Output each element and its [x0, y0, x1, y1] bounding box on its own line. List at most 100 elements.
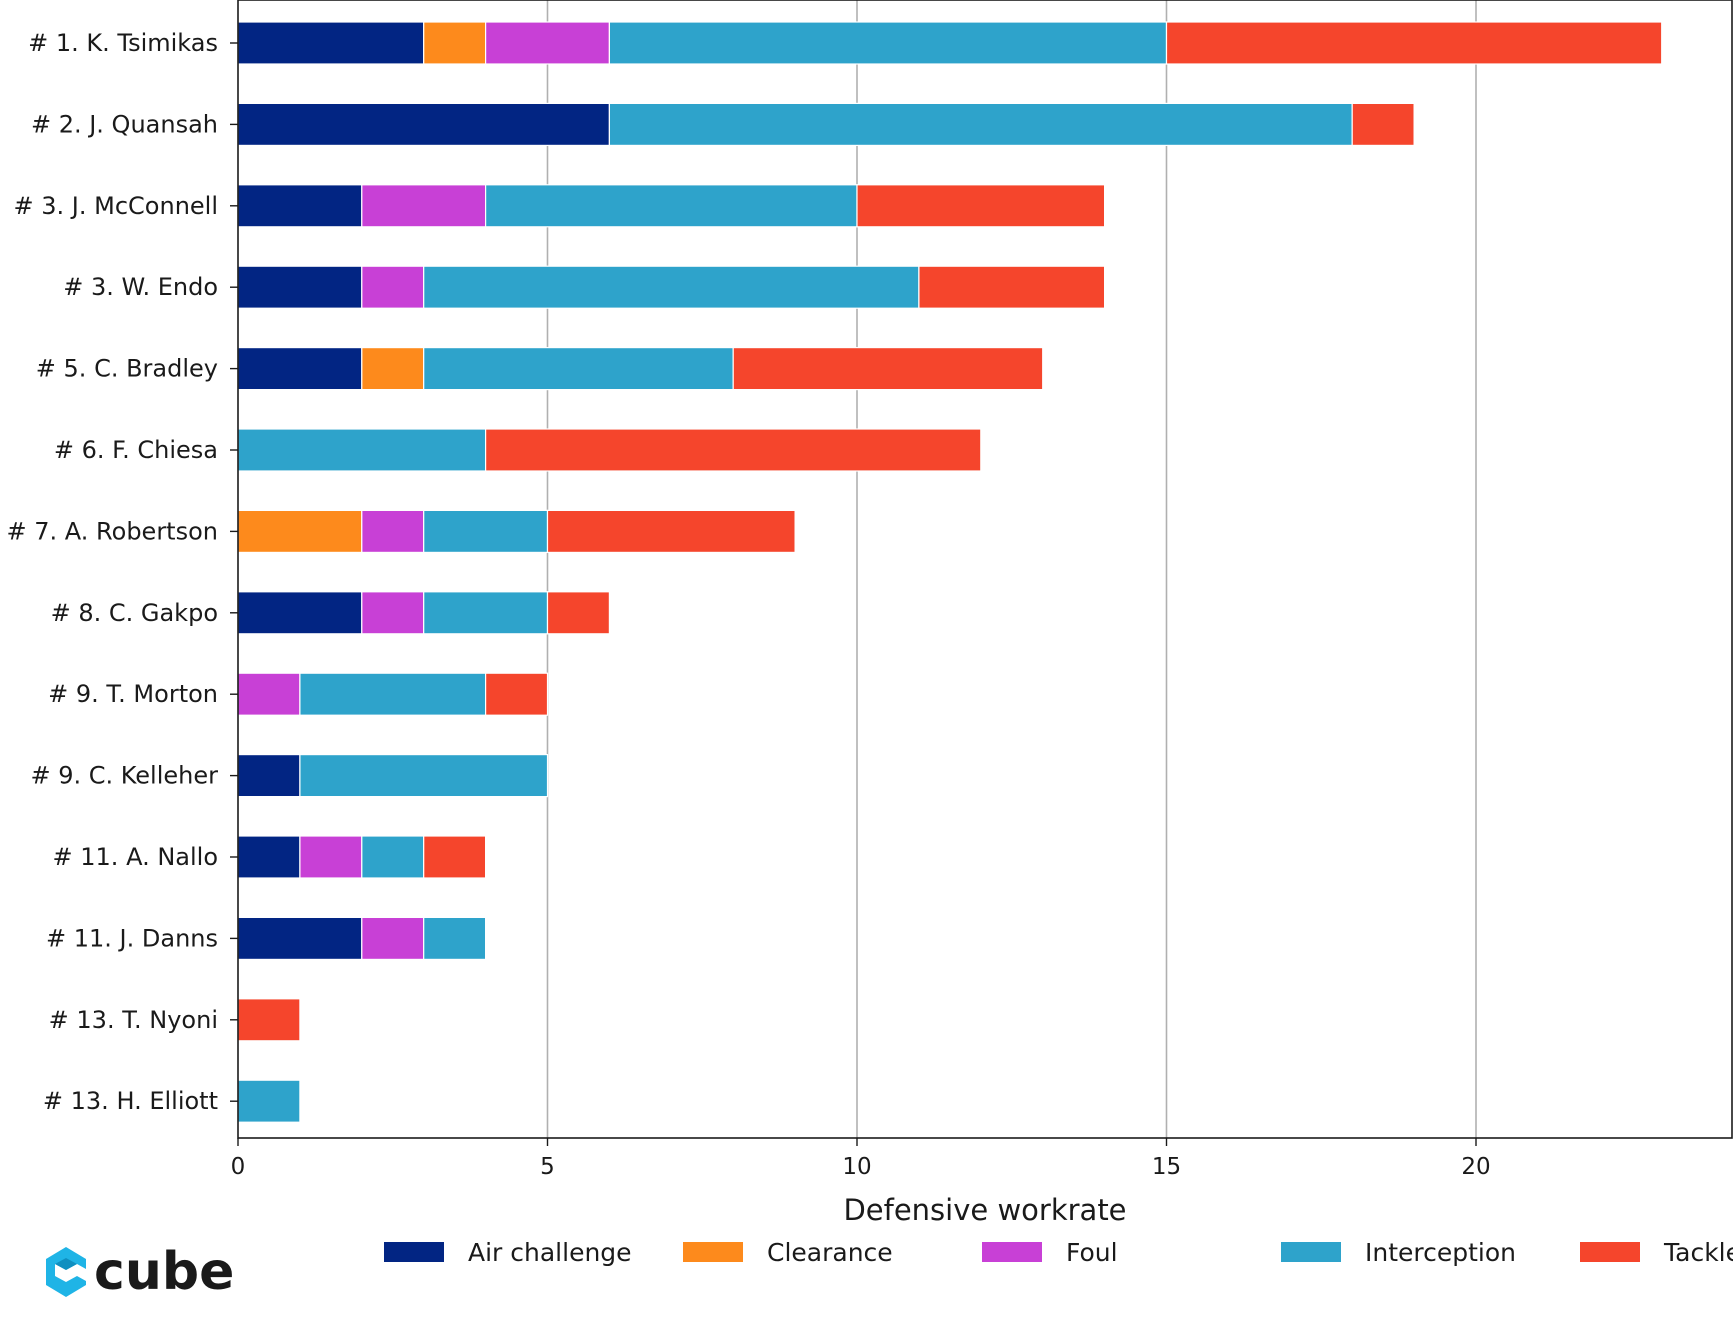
bar-segment-air-challenge [237, 835, 301, 879]
x-tick-label: 10 [842, 1154, 871, 1180]
bar-row-11-j-danns [237, 916, 487, 961]
bar-segment-interception [423, 916, 487, 961]
logo: cube [46, 1242, 234, 1302]
bar-row-13-h-elliott [237, 1079, 301, 1123]
bar-segment-tackle [1165, 21, 1663, 65]
gridlines [546, 0, 1477, 1138]
logo-wordmark: cube [94, 1242, 234, 1302]
plot-frame [237, 0, 1733, 1139]
y-tick-label: # 9. C. Kelleher [30, 762, 218, 790]
bar-segment-foul [361, 265, 425, 309]
bar-segment-tackle [237, 998, 301, 1042]
y-axis-ticks: # 1. K. Tsimikas # 2. J. Quansah # 3. J. M… [7, 29, 238, 1115]
bar-segment-tackle [485, 428, 982, 472]
bar-segment-air-challenge [237, 102, 610, 147]
legend-item-air-challenge: Air challenge [384, 1238, 632, 1267]
bar-segment-interception [608, 21, 1168, 65]
bar-segment-tackle [1351, 102, 1415, 147]
x-tick-label: 5 [540, 1154, 555, 1180]
bar-segment-air-challenge [237, 591, 363, 635]
bar-segment-clearance [237, 509, 363, 553]
bar-row-5-c-bradley [237, 347, 1044, 391]
legend-label: Tackle [1663, 1238, 1733, 1267]
bars [237, 21, 1663, 1123]
bar-segment-interception [423, 347, 734, 391]
x-tick-label: 15 [1152, 1154, 1181, 1180]
bar-segment-interception [423, 265, 920, 309]
bar-segment-foul [361, 184, 487, 228]
x-axis-ticks: 0 5 10 15 20 [231, 1138, 1491, 1180]
y-tick-label: # 5. C. Bradley [36, 355, 218, 383]
bar-segment-tackle [423, 835, 487, 879]
y-tick-label: # 2. J. Quansah [31, 110, 218, 138]
bar-row-7-a-robertson [237, 509, 796, 553]
bar-segment-air-challenge [237, 184, 363, 228]
legend: Air challenge Clearance Foul Interception Ta… [384, 1238, 1733, 1267]
bar-segment-interception [608, 102, 1353, 147]
cube-logo-icon [46, 1247, 86, 1297]
y-tick-label: # 3. J. McConnell [14, 192, 218, 220]
bar-row-1-k-tsimikas [237, 21, 1663, 65]
bar-segment-interception [299, 672, 487, 716]
bar-row-9-c-kelleher [237, 753, 549, 798]
bar-row-13-t-nyoni [237, 998, 301, 1042]
bar-row-2-j-quansah [237, 102, 1415, 147]
bar-row-6-f-chiesa [237, 428, 982, 472]
legend-label: Air challenge [468, 1238, 632, 1267]
legend-swatch [384, 1242, 444, 1262]
bar-segment-foul [361, 591, 425, 635]
bar-segment-foul [485, 21, 611, 65]
legend-item-foul: Foul [982, 1238, 1118, 1267]
bar-segment-air-challenge [237, 916, 363, 961]
bar-segment-interception [423, 591, 549, 635]
bar-segment-air-challenge [237, 753, 301, 798]
x-tick-label: 20 [1461, 1154, 1490, 1180]
bar-segment-tackle [918, 265, 1106, 309]
y-tick-label: # 6. F. Chiesa [54, 436, 218, 464]
bar-segment-tackle [732, 347, 1044, 391]
x-tick-label: 0 [231, 1154, 246, 1180]
bar-segment-interception [423, 509, 549, 553]
bar-row-3-j-mcconnell [237, 184, 1106, 228]
bar-row-8-c-gakpo [237, 591, 611, 635]
bar-segment-interception [361, 835, 425, 879]
legend-swatch [683, 1242, 743, 1262]
bar-segment-interception [237, 428, 487, 472]
bar-segment-interception [237, 1079, 301, 1123]
y-tick-label: # 11. A. Nallo [53, 843, 218, 871]
bar-segment-foul [361, 916, 425, 961]
bar-segment-air-challenge [237, 265, 363, 309]
y-tick-label: # 7. A. Robertson [7, 517, 218, 545]
x-axis-label: Defensive workrate [843, 1193, 1126, 1227]
y-tick-label: # 13. T. Nyoni [49, 1006, 218, 1034]
bar-segment-tackle [856, 184, 1106, 228]
bar-segment-foul [299, 835, 363, 879]
y-tick-label: # 11. J. Danns [46, 924, 218, 952]
bar-row-9-t-morton [237, 672, 549, 716]
bar-segment-tackle [546, 509, 796, 553]
bar-segment-interception [299, 753, 549, 798]
bar-row-11-a-nallo [237, 835, 487, 879]
bar-row-3-w-endo [237, 265, 1106, 309]
bar-segment-foul [237, 672, 301, 716]
bar-segment-interception [485, 184, 858, 228]
y-tick-label: # 9. T. Morton [48, 680, 218, 708]
legend-swatch [1281, 1242, 1341, 1262]
legend-label: Foul [1066, 1238, 1118, 1267]
bar-segment-clearance [361, 347, 425, 391]
bar-segment-air-challenge [237, 347, 363, 391]
y-tick-label: # 13. H. Elliott [43, 1087, 218, 1115]
legend-label: Interception [1365, 1238, 1516, 1267]
legend-label: Clearance [767, 1238, 893, 1267]
bar-segment-air-challenge [237, 21, 425, 65]
y-tick-label: # 1. K. Tsimikas [28, 29, 218, 57]
legend-swatch [1580, 1242, 1640, 1262]
legend-item-interception: Interception [1281, 1238, 1516, 1267]
legend-swatch [982, 1242, 1042, 1262]
bar-segment-clearance [423, 21, 487, 65]
bar-segment-tackle [485, 672, 549, 716]
bar-segment-tackle [546, 591, 611, 635]
legend-item-clearance: Clearance [683, 1238, 893, 1267]
y-tick-label: # 8. C. Gakpo [51, 599, 218, 627]
